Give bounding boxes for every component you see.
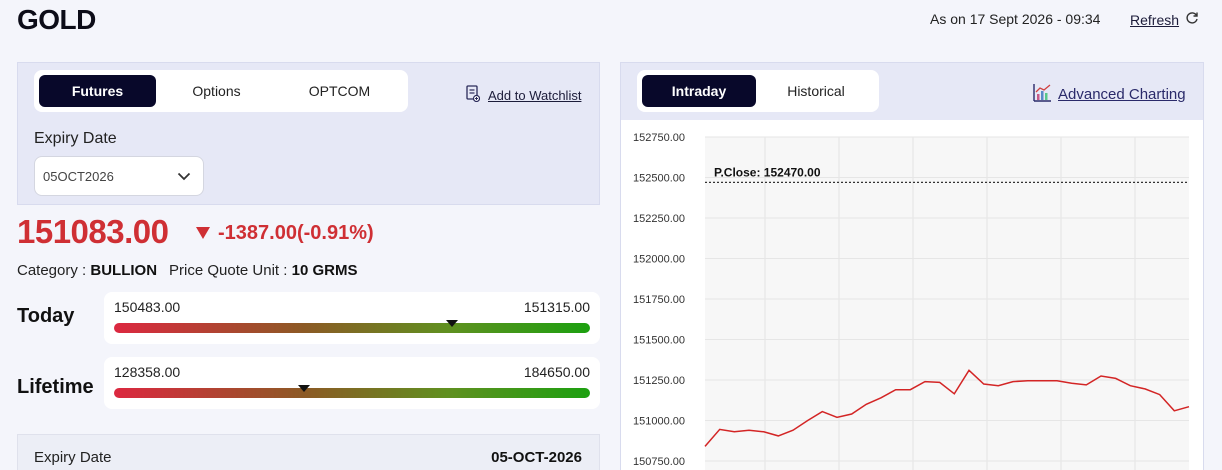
quote-unit-info: Price Quote Unit : 10 GRMS — [169, 262, 357, 279]
watchlist-icon — [466, 85, 481, 105]
y-tick-label: 151250.00 — [633, 375, 685, 387]
lifetime-marker-icon — [298, 385, 311, 392]
details-expiry-label: Expiry Date — [34, 449, 112, 466]
instrument-tabs: Futures Options OPTCOM — [34, 70, 408, 112]
y-tick-label: 151750.00 — [633, 294, 685, 306]
expiry-label: Expiry Date — [34, 130, 117, 147]
chart-header: Intraday Historical Advanced Charting — [621, 63, 1203, 120]
contract-selector-panel: Futures Options OPTCOM Add to Watchlist … — [17, 62, 600, 205]
contract-details-card: Expiry Date 05-OCT-2026 — [17, 434, 600, 470]
lifetime-range-label: Lifetime — [17, 376, 94, 398]
quote-unit-label: Price Quote Unit : — [169, 262, 288, 279]
category-label: Category : — [17, 262, 87, 279]
lifetime-low: 128358.00 — [114, 364, 181, 380]
chevron-down-icon — [177, 169, 191, 184]
watchlist-label: Add to Watchlist — [488, 87, 582, 103]
intraday-price-line — [704, 369, 1190, 447]
y-tick-label: 152750.00 — [633, 132, 685, 144]
expiry-select[interactable]: 05OCT2026 — [34, 156, 204, 196]
category-value: BULLION — [90, 262, 158, 279]
refresh-label: Refresh — [1130, 11, 1180, 28]
contract-meta: Category : BULLION Price Quote Unit : 10… — [17, 262, 357, 279]
details-expiry-value: 05-OCT-2026 — [491, 449, 582, 466]
tab-intraday[interactable]: Intraday — [642, 75, 756, 107]
chart-mode-tabs: Intraday Historical — [637, 70, 879, 112]
quote-unit-value: 10 GRMS — [291, 262, 358, 279]
refresh-button[interactable]: Refresh — [1130, 11, 1199, 28]
down-triangle-icon — [196, 222, 210, 245]
today-low: 150483.00 — [114, 299, 181, 315]
lifetime-range-card: 128358.00 184650.00 — [104, 357, 600, 409]
tab-options[interactable]: Options — [192, 83, 241, 99]
lifetime-range-bar — [114, 388, 590, 398]
chart-panel: Intraday Historical Advanced Charting 15… — [620, 62, 1204, 470]
plot-area — [705, 137, 1189, 470]
expiry-selected-value: 05OCT2026 — [43, 168, 114, 184]
tab-historical[interactable]: Historical — [787, 83, 845, 99]
today-range-card: 150483.00 151315.00 — [104, 292, 600, 344]
today-marker-icon — [445, 320, 458, 327]
y-tick-label: 150750.00 — [633, 456, 685, 468]
category-info: Category : BULLION — [17, 262, 157, 279]
y-tick-label: 152500.00 — [633, 173, 685, 185]
intraday-chart-svg: 152750.00 152500.00 152250.00 152000.00 1517… — [633, 132, 1190, 470]
lifetime-high: 184650.00 — [523, 364, 590, 380]
y-tick-label: 152000.00 — [633, 254, 685, 266]
y-tick-label: 151000.00 — [633, 416, 685, 428]
price-change: -1387.00(-0.91%) — [196, 222, 374, 245]
add-to-watchlist-button[interactable]: Add to Watchlist — [466, 85, 581, 105]
today-range-bar — [114, 323, 590, 333]
intraday-chart: 152750.00 152500.00 152250.00 152000.00 1517… — [621, 121, 1203, 470]
last-price: 151083.00 — [17, 213, 169, 250]
y-tick-label: 151500.00 — [633, 335, 685, 347]
advanced-charting-label: Advanced Charting — [1058, 86, 1186, 103]
previous-close-label: P.Close: 152470.00 — [714, 165, 821, 179]
price-change-value: -1387.00(-0.91%) — [218, 222, 374, 244]
tab-futures[interactable]: Futures — [39, 75, 156, 107]
chart-icon — [1033, 83, 1052, 106]
today-range-label: Today — [17, 305, 75, 327]
y-tick-label: 152250.00 — [633, 213, 685, 225]
today-high: 151315.00 — [523, 299, 590, 315]
as-of-timestamp: As on 17 Sept 2026 - 09:34 — [930, 11, 1101, 27]
refresh-icon — [1185, 11, 1199, 28]
advanced-charting-link[interactable]: Advanced Charting — [1033, 83, 1186, 106]
page-title: GOLD — [17, 4, 96, 35]
tab-optcom[interactable]: OPTCOM — [308, 83, 371, 99]
